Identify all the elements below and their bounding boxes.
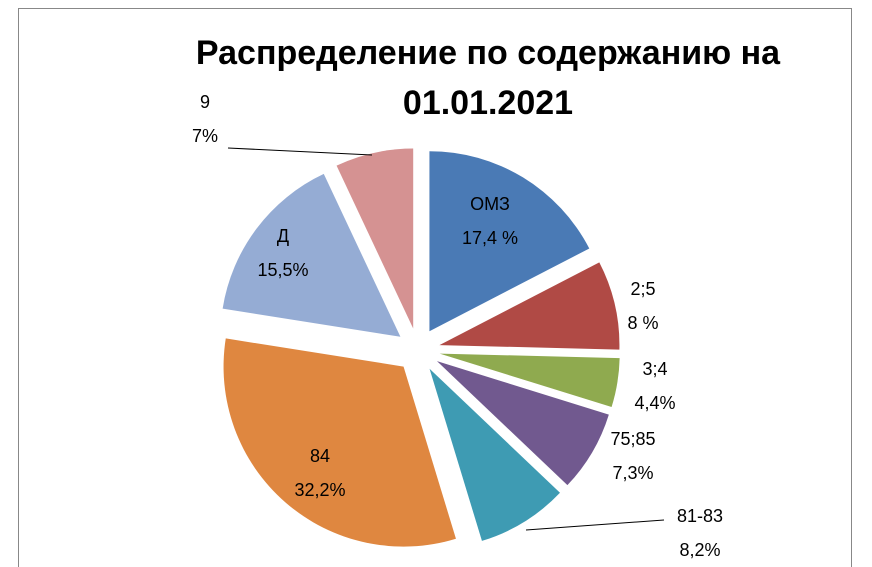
pie-slice	[439, 262, 620, 350]
pie-slice	[336, 148, 414, 329]
slice-label: 81-83	[677, 506, 723, 526]
pie-slice	[429, 151, 590, 332]
value-label: 4,4%	[634, 393, 675, 413]
slice-label: 2;5	[630, 279, 655, 299]
leader-line	[525, 519, 665, 531]
pie-slice	[429, 368, 560, 541]
chart-frame	[18, 8, 852, 567]
pie-slice	[439, 353, 620, 408]
pie-slice	[223, 338, 456, 547]
leader-line	[227, 147, 373, 156]
slice-label: 3;4	[642, 359, 667, 379]
value-label: 7%	[192, 126, 218, 146]
slice-label: ОМЗ	[470, 194, 510, 214]
value-label: 8 %	[627, 313, 658, 333]
value-label: 17,4 %	[462, 228, 518, 248]
slice-label: 9	[200, 92, 210, 112]
value-label: 8,2%	[679, 540, 720, 560]
value-label: 15,5%	[257, 260, 308, 280]
value-label: 7,3%	[612, 463, 653, 483]
slice-label: 75;85	[610, 429, 655, 449]
slice-label: Д	[277, 226, 289, 246]
pie-slice	[436, 361, 609, 486]
value-label: 32,2%	[294, 480, 345, 500]
chart-title: Распределение по содержанию на 01.01.202…	[195, 34, 781, 122]
slice-label: 84	[310, 446, 330, 466]
pie-slice	[222, 173, 401, 337]
